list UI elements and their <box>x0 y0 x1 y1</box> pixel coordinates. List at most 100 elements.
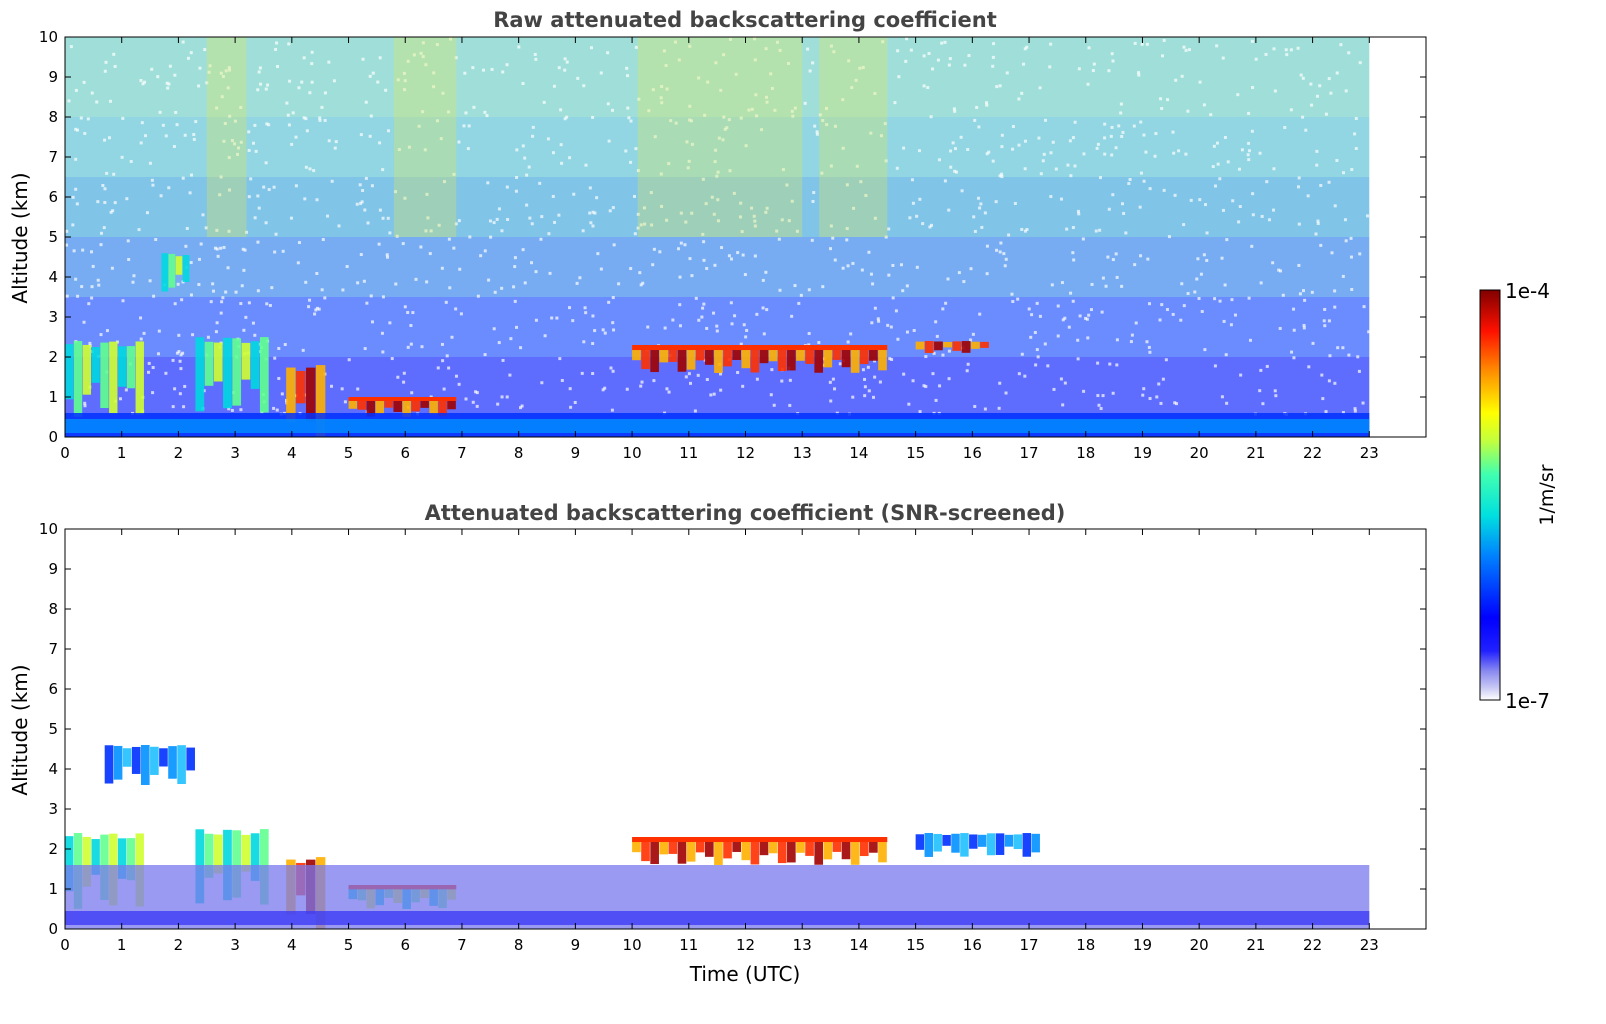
cloud-column <box>841 838 851 860</box>
noise-speckle <box>65 243 69 247</box>
noise-speckle <box>1335 71 1339 75</box>
noise-speckle <box>928 225 932 229</box>
noise-speckle <box>227 156 231 160</box>
noise-speckle <box>127 257 131 261</box>
noise-speckle <box>457 382 461 386</box>
noise-speckle <box>705 377 709 381</box>
noise-speckle <box>421 55 425 59</box>
noise-speckle <box>109 210 113 214</box>
noise-speckle <box>360 200 364 204</box>
noise-speckle <box>617 282 621 286</box>
noise-speckle <box>1071 226 1075 230</box>
noise-speckle <box>719 372 723 376</box>
noise-speckle <box>673 40 677 44</box>
noise-speckle <box>75 202 79 206</box>
noise-speckle <box>1049 151 1053 155</box>
cloud-column <box>632 347 641 361</box>
x-tick-label: 13 <box>793 936 812 954</box>
noise-speckle <box>1165 308 1169 312</box>
noise-speckle <box>264 161 268 165</box>
noise-speckle <box>222 245 226 249</box>
noise-speckle <box>911 201 915 205</box>
cloud-column <box>1031 833 1040 853</box>
noise-speckle <box>1094 229 1098 233</box>
noise-speckle <box>471 66 475 70</box>
noise-speckle <box>1115 275 1119 279</box>
noise-speckle <box>551 194 555 198</box>
noise-speckle <box>180 298 184 302</box>
noise-speckle <box>765 206 769 210</box>
cloud-column <box>159 748 168 767</box>
noise-speckle <box>690 142 694 146</box>
noise-speckle <box>684 220 688 224</box>
noise-speckle <box>1353 132 1357 136</box>
noise-speckle <box>242 328 246 332</box>
cloud-column <box>961 341 971 353</box>
noise-speckle <box>317 307 321 311</box>
noise-speckle <box>607 139 611 143</box>
x-tick-label: 11 <box>679 444 698 462</box>
noise-speckle <box>165 81 169 85</box>
noise-speckle <box>81 248 85 252</box>
noise-speckle <box>807 288 811 292</box>
noise-speckle <box>1221 56 1225 60</box>
noise-speckle <box>716 198 720 202</box>
noise-speckle <box>864 194 868 198</box>
noise-speckle <box>1166 98 1170 102</box>
noise-speckle <box>1002 252 1006 256</box>
noise-speckle <box>706 80 710 84</box>
noise-speckle <box>256 240 260 244</box>
cloud-column <box>1013 834 1023 850</box>
x-tick-label: 15 <box>906 936 925 954</box>
noise-speckle <box>817 341 821 345</box>
noise-speckle <box>1171 312 1175 316</box>
noise-speckle <box>315 306 319 310</box>
noise-speckle <box>1272 208 1276 212</box>
noise-speckle <box>501 70 505 74</box>
noise-speckle <box>105 171 109 175</box>
noise-speckle <box>1199 272 1203 276</box>
noise-speckle <box>521 144 525 148</box>
cloud-column <box>732 839 741 852</box>
noise-speckle <box>912 329 916 333</box>
noise-speckle <box>1318 84 1322 88</box>
noise-speckle <box>1306 194 1310 198</box>
noise-speckle <box>551 151 555 155</box>
noise-speckle <box>1264 52 1268 56</box>
noise-speckle <box>131 280 135 284</box>
noise-speckle <box>233 119 237 123</box>
noise-speckle <box>1330 251 1334 255</box>
noise-speckle <box>736 251 740 255</box>
noise-speckle <box>674 121 678 125</box>
noise-speckle <box>667 390 671 394</box>
noise-speckle <box>171 358 175 362</box>
noise-speckle <box>363 208 367 212</box>
noise-speckle <box>1120 202 1124 206</box>
noise-speckle <box>227 407 231 411</box>
noise-speckle <box>396 78 400 82</box>
noise-speckle <box>705 326 709 330</box>
noise-band <box>65 37 1370 117</box>
cloud-column <box>241 834 251 872</box>
noise-speckle <box>1193 290 1197 294</box>
noise-speckle <box>1110 125 1114 129</box>
noise-speckle <box>403 79 407 83</box>
noise-speckle <box>813 124 817 128</box>
noise-speckle <box>394 190 398 194</box>
noise-speckle <box>1314 232 1318 236</box>
noise-speckle <box>1204 203 1208 207</box>
noise-speckle <box>1017 143 1021 147</box>
noise-speckle <box>1023 229 1027 233</box>
noise-speckle <box>1271 261 1275 265</box>
noise-speckle <box>713 263 717 267</box>
noise-speckle <box>1301 289 1305 293</box>
noise-speckle <box>1172 151 1176 155</box>
noise-speckle <box>419 51 423 55</box>
noise-speckle <box>221 74 225 78</box>
noise-speckle <box>1023 374 1027 378</box>
noise-speckle <box>1138 205 1142 209</box>
noise-speckle <box>899 263 903 267</box>
noise-speckle <box>435 119 439 123</box>
noise-speckle <box>74 127 78 131</box>
